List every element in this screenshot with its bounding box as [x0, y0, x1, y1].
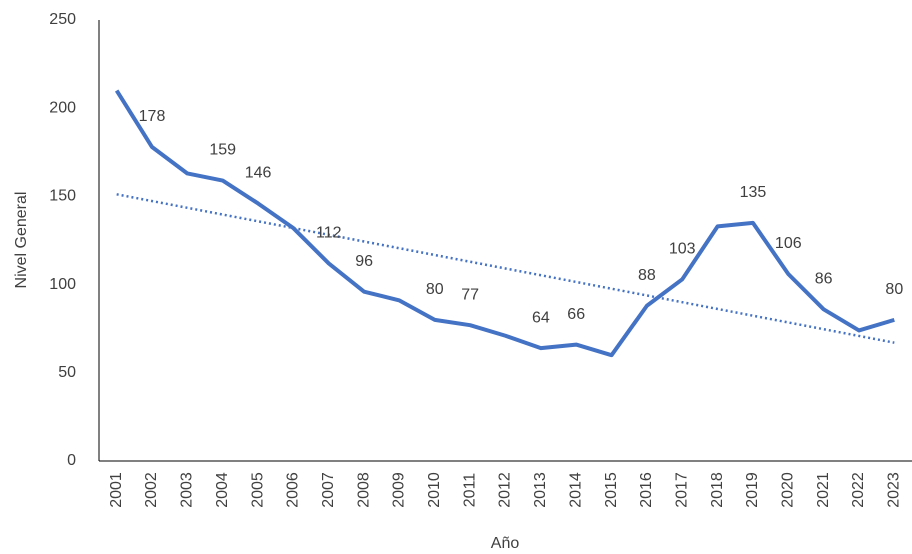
- x-tick-label: 2015: [603, 472, 620, 508]
- x-tick-label: 2009: [391, 472, 408, 508]
- x-tick-label: 2016: [638, 472, 655, 508]
- y-tick-label: 0: [67, 452, 76, 469]
- data-label: 64: [532, 309, 550, 326]
- data-label: 86: [815, 271, 833, 288]
- data-label: 80: [426, 281, 444, 298]
- data-label: 106: [775, 235, 802, 252]
- y-tick-label: 250: [49, 11, 76, 28]
- data-label: 103: [669, 241, 696, 258]
- x-tick-label: 2014: [567, 472, 584, 508]
- data-line: [114, 89, 895, 358]
- x-tick-label: 2022: [850, 472, 867, 508]
- x-tick-label: 2003: [179, 472, 196, 508]
- x-tick-label: 2005: [249, 472, 266, 508]
- x-tick-label: 2020: [780, 472, 797, 508]
- y-tick-label: 150: [49, 188, 76, 205]
- x-tick-label: 2013: [532, 472, 549, 508]
- x-tick-label: 2023: [886, 472, 903, 508]
- y-tick-label: 100: [49, 276, 76, 293]
- x-tick-label: 2007: [320, 472, 337, 508]
- x-tick-label: 2018: [709, 472, 726, 508]
- data-label: 88: [638, 267, 656, 284]
- data-label: 66: [567, 306, 585, 323]
- data-label: 96: [355, 253, 373, 270]
- x-tick-label: 2006: [285, 472, 302, 508]
- data-label: 159: [209, 142, 236, 159]
- x-tick-label: 2012: [497, 472, 514, 508]
- y-tick-label: 200: [49, 99, 76, 116]
- x-tick-label: 2010: [426, 472, 443, 508]
- data-label: 146: [245, 165, 272, 182]
- x-tick-label: 2001: [108, 472, 125, 508]
- x-tick-label: 2002: [143, 472, 160, 508]
- data-label: 178: [139, 108, 166, 125]
- trend-line: [116, 193, 895, 344]
- x-tick-label: 2008: [355, 472, 372, 508]
- y-axis-title: Nivel General: [13, 192, 30, 289]
- x-tick-label: 2017: [673, 472, 690, 508]
- x-tick-label: 2019: [744, 472, 761, 508]
- data-label: 77: [461, 286, 479, 303]
- data-label: 135: [740, 184, 767, 201]
- data-label: 112: [316, 225, 342, 242]
- data-label: 80: [885, 281, 903, 298]
- x-axis-title: Año: [491, 535, 520, 552]
- x-tick-label: 2021: [815, 472, 832, 508]
- x-tick-label: 2004: [214, 472, 231, 508]
- y-tick-label: 50: [58, 364, 76, 381]
- x-tick-label: 2011: [461, 473, 478, 508]
